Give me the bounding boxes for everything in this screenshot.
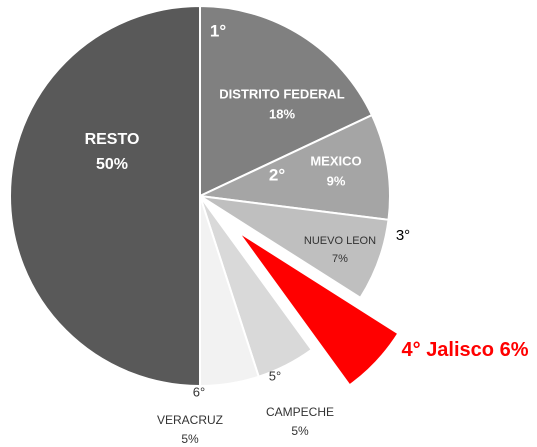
slice-value: 18% <box>269 106 295 121</box>
slice-value: 5% <box>181 432 199 446</box>
slice-rank: 2° <box>269 165 285 184</box>
slice-label: 4° Jalisco 6% <box>402 339 529 361</box>
slice-rank: 5° <box>269 368 281 383</box>
slice-value: 5% <box>291 424 309 438</box>
slice-value: 6% <box>500 339 529 361</box>
pie-slice <box>199 195 390 300</box>
slice-value: 7% <box>332 253 348 265</box>
slice-value: 50% <box>96 156 128 173</box>
pie-slice <box>9 4 201 388</box>
slice-rank: 4° <box>402 339 421 361</box>
slice-name: CAMPECHE <box>266 405 334 419</box>
slice-rank: 3° <box>396 227 410 244</box>
slice-name: MEXICO <box>310 153 361 168</box>
pie-slice <box>196 113 391 221</box>
slice-value: 9% <box>327 173 346 188</box>
slice-rank: 6° <box>193 384 205 399</box>
slice-name: DISTRITO FEDERAL <box>219 86 344 101</box>
slice-name: RESTO <box>85 131 140 148</box>
pie-slice <box>237 230 400 387</box>
slice-name: Jalisco <box>426 339 494 361</box>
slice-rank: 1° <box>210 21 226 40</box>
pie-slice <box>199 4 374 198</box>
slice-name: VERACRUZ <box>157 413 223 427</box>
slice-name: NUEVO LEON <box>304 235 376 247</box>
